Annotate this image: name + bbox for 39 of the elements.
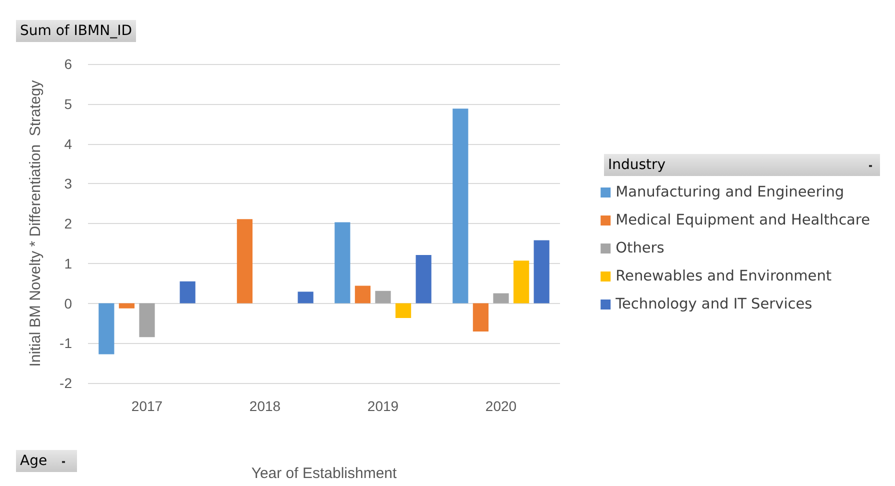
bar (236, 219, 253, 304)
bar (493, 293, 509, 304)
bar (298, 292, 314, 304)
y-axis-title: Initial BM Novelty * Differentiation Strategy (27, 80, 44, 367)
bar (534, 240, 550, 304)
x-tick-label: 2017 (131, 398, 163, 414)
x-tick-label: 2018 (249, 398, 281, 414)
bar (395, 303, 412, 318)
bar (139, 303, 155, 338)
bar (416, 255, 432, 304)
legend-label: Manufacturing and Engineering (616, 184, 844, 200)
bar (334, 222, 350, 304)
bar (452, 108, 468, 304)
y-tick-label: 5 (64, 96, 72, 112)
y-tick-label: 2 (64, 216, 72, 232)
y-tick-label: -2 (60, 375, 72, 391)
bar (118, 303, 135, 308)
legend-label: Others (616, 240, 664, 256)
text: Sum of IBMN_ID (16, 20, 136, 42)
y-tick-label: 6 (64, 56, 72, 72)
y-tick-label: 1 (64, 255, 72, 272)
x-tick-label: 2019 (367, 398, 399, 414)
legend-title: Industry (604, 154, 880, 176)
bar (98, 303, 114, 354)
bar (375, 290, 391, 304)
y-tick-label: 3 (64, 176, 72, 192)
bar (472, 303, 489, 332)
y-tick-label: 0 (64, 295, 72, 312)
y-tick-label: -1 (60, 335, 72, 352)
legend-label: Renewables and Environment (616, 268, 832, 284)
x-tick-label: 2020 (485, 398, 517, 414)
legend-label: Technology and IT Services (614, 296, 812, 312)
legend-label: Medical Equipment and Healthcare (616, 212, 870, 228)
y-tick-label: 4 (64, 136, 72, 152)
x-axis-title: Year of Establishment (251, 465, 398, 482)
text: Age (16, 450, 78, 472)
bar (513, 260, 530, 304)
bar (354, 286, 371, 304)
bar (180, 281, 196, 304)
